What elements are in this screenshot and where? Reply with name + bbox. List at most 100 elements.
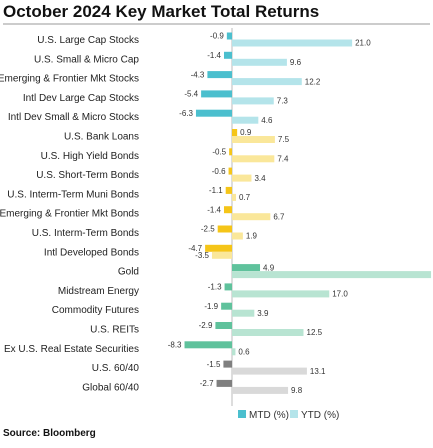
mtd-value-label: -1.3 bbox=[208, 283, 222, 292]
mtd-value-label: -6.3 bbox=[179, 109, 193, 118]
mtd-value-label: -2.7 bbox=[200, 379, 214, 388]
source-note: Source: Bloomberg bbox=[3, 428, 96, 439]
ytd-value-label: 21.0 bbox=[355, 39, 371, 48]
mtd-bar bbox=[205, 244, 232, 252]
mtd-value-label: -0.9 bbox=[210, 32, 224, 41]
mtd-value-label: -4.3 bbox=[191, 70, 205, 79]
category-label: Emerging & Frontier Mkt Stocks bbox=[0, 74, 139, 85]
mtd-bar bbox=[201, 90, 232, 98]
mtd-value-label: -0.5 bbox=[212, 148, 226, 157]
category-label: U.S. Large Cap Stocks bbox=[37, 35, 139, 46]
category-label: Gold bbox=[118, 267, 139, 278]
category-label: U.S. 60/40 bbox=[92, 363, 140, 374]
ytd-bar bbox=[232, 271, 432, 279]
mtd-bar bbox=[207, 71, 232, 79]
category-label: U.S. Interm-Term Bonds bbox=[32, 228, 139, 239]
mtd-bar bbox=[225, 186, 232, 194]
legend-label-ytd: YTD (%) bbox=[301, 410, 339, 421]
mtd-bar bbox=[232, 129, 238, 136]
category-label: U.S. Interm-Term Muni Bonds bbox=[7, 189, 139, 200]
legend-label-mtd: MTD (%) bbox=[249, 410, 289, 421]
mtd-value-label: -1.4 bbox=[207, 51, 221, 60]
ytd-value-label: 12.2 bbox=[305, 77, 321, 86]
mtd-bar bbox=[184, 341, 232, 349]
ytd-bar bbox=[232, 348, 236, 356]
mtd-bar bbox=[226, 32, 232, 40]
category-label: U.S. REITs bbox=[90, 325, 139, 336]
ytd-value-label: 1.9 bbox=[246, 232, 258, 241]
ytd-bar bbox=[232, 78, 302, 86]
mtd-value-label: -1.4 bbox=[207, 205, 221, 214]
ytd-value-label: 7.5 bbox=[278, 135, 290, 144]
mtd-bar bbox=[195, 109, 232, 117]
mtd-bar bbox=[215, 322, 232, 329]
legend-swatch-mtd bbox=[238, 410, 246, 418]
mtd-bar bbox=[228, 167, 232, 175]
category-label: Emerging & Frontier Mkt Bonds bbox=[0, 209, 139, 220]
category-label: Global 60/40 bbox=[82, 382, 139, 393]
ytd-value-label: 13.1 bbox=[310, 367, 326, 376]
ytd-bar bbox=[232, 174, 252, 182]
ytd-bar bbox=[232, 39, 353, 47]
ytd-bar bbox=[232, 58, 287, 66]
ytd-bar bbox=[232, 309, 255, 317]
category-label: U.S. High Yield Bonds bbox=[41, 151, 139, 162]
mtd-value-label: -2.9 bbox=[199, 321, 213, 330]
ytd-value-label: 9.8 bbox=[291, 386, 303, 395]
ytd-bar bbox=[211, 251, 232, 259]
ytd-value-label: 7.4 bbox=[277, 155, 289, 164]
mtd-bar bbox=[223, 360, 232, 368]
ytd-bar bbox=[232, 367, 307, 375]
ytd-value-label: 3.9 bbox=[257, 309, 269, 318]
category-label: U.S. Short-Term Bonds bbox=[36, 170, 139, 181]
mtd-bar bbox=[224, 283, 232, 291]
ytd-bar bbox=[232, 116, 259, 124]
mtd-value-label: -1.9 bbox=[204, 302, 218, 311]
category-labels: U.S. Large Cap Stocks U.S. Small & Micro … bbox=[0, 35, 139, 393]
mtd-value-label: -2.5 bbox=[201, 225, 215, 234]
ytd-value-label: 0.7 bbox=[239, 193, 251, 202]
chart-title: October 2024 Key Market Total Returns bbox=[3, 2, 320, 21]
ytd-bar bbox=[232, 136, 275, 143]
mtd-value-label: -1.1 bbox=[209, 186, 223, 195]
ytd-bar bbox=[232, 329, 304, 336]
ytd-value-label: 9.6 bbox=[290, 58, 302, 67]
ytd-bar bbox=[232, 290, 330, 298]
mtd-bar bbox=[223, 51, 232, 59]
ytd-value-label: -3.5 bbox=[195, 251, 209, 260]
ytd-value-label: 0.6 bbox=[238, 348, 250, 357]
category-label: U.S. Small & Micro Cap bbox=[34, 54, 139, 65]
mtd-bar bbox=[216, 379, 232, 387]
ytd-bar bbox=[232, 386, 289, 394]
mtd-value-label: -4.7 bbox=[188, 244, 202, 253]
mtd-bar bbox=[223, 206, 232, 214]
mtd-value-label: -5.4 bbox=[184, 90, 198, 99]
ytd-value-label: 6.7 bbox=[273, 212, 285, 221]
mtd-value-label: -8.3 bbox=[168, 341, 182, 350]
ytd-value-label: 12.5 bbox=[307, 328, 323, 337]
category-label: Intl Dev Large Cap Stocks bbox=[23, 93, 139, 104]
ytd-bar bbox=[232, 232, 243, 240]
category-label: Commodity Futures bbox=[52, 305, 139, 316]
mtd-bar bbox=[221, 302, 232, 310]
bars-group bbox=[184, 32, 432, 394]
ytd-bar bbox=[232, 193, 237, 201]
mtd-value-label: -1.5 bbox=[207, 360, 221, 369]
ytd-value-label: 7.3 bbox=[277, 97, 289, 106]
ytd-bar bbox=[232, 97, 274, 105]
ytd-value-label: 17.0 bbox=[332, 290, 348, 299]
legend-swatch-ytd bbox=[290, 410, 298, 418]
ytd-value-label: 3.4 bbox=[254, 174, 266, 183]
mtd-value-label: 0.9 bbox=[240, 128, 252, 137]
category-label: U.S. Bank Loans bbox=[64, 132, 139, 143]
mtd-bar bbox=[232, 264, 261, 272]
ytd-value-label: 4.6 bbox=[261, 116, 273, 125]
category-label: Midstream Energy bbox=[58, 286, 139, 297]
value-labels: -0.9 21.0 -1.4 9.6 -4.3 12.2 -5.4 7.3 -6.3 4.6 0.9… bbox=[168, 32, 372, 395]
mtd-bar bbox=[217, 225, 232, 233]
ytd-bar bbox=[232, 213, 271, 221]
mtd-value-label: 4.9 bbox=[263, 263, 275, 272]
ytd-bar bbox=[232, 155, 275, 163]
mtd-value-label: -0.6 bbox=[212, 167, 226, 176]
